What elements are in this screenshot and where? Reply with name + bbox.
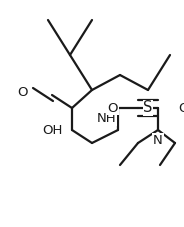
Text: NH: NH [97, 113, 117, 126]
Text: N: N [153, 133, 163, 146]
Text: O: O [17, 86, 28, 99]
Text: OH: OH [42, 123, 62, 136]
Text: S: S [143, 101, 153, 116]
Text: O: O [178, 101, 184, 114]
Text: O: O [107, 101, 118, 114]
